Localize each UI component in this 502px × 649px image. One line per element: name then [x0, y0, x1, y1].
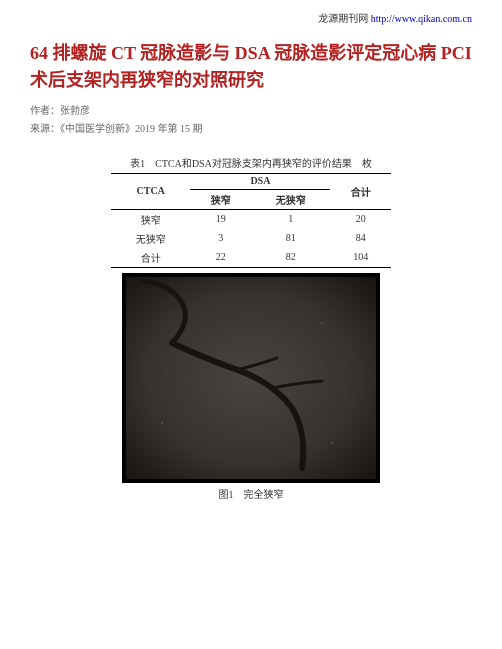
- cell: 合计: [111, 248, 190, 268]
- source-line: 来源：《中国医学创新》2019 年第 15 期: [30, 120, 472, 135]
- cell: 19: [190, 210, 251, 230]
- source-name: 《中国医学创新》2019 年第 15 期: [60, 124, 203, 135]
- row-header: CTCA: [111, 174, 190, 210]
- table-caption: 表1 CTCA和DSA对冠脉支架内再狭窄的评价结果 枚: [111, 155, 391, 170]
- cell: 3: [190, 229, 251, 248]
- header-link: 龙源期刊网 http://www.qikan.com.cn: [318, 10, 472, 25]
- col2-header: 无狭窄: [251, 190, 330, 210]
- author-line: 作者：张勃彦: [30, 102, 472, 117]
- author-prefix: 作者：: [30, 106, 60, 117]
- table-container: 表1 CTCA和DSA对冠脉支架内再狭窄的评价结果 枚 CTCA DSA 合计 …: [111, 155, 391, 268]
- col-group-header: DSA: [190, 174, 330, 190]
- cell: 1: [251, 210, 330, 230]
- cell: 20: [330, 210, 391, 230]
- cell: 84: [330, 229, 391, 248]
- cell: 狭窄: [111, 210, 190, 230]
- cell: 81: [251, 229, 330, 248]
- cell: 无狭窄: [111, 229, 190, 248]
- site-label: 龙源期刊网: [318, 14, 371, 25]
- figure-container: 图1 完全狭窄: [122, 273, 380, 501]
- cell: 104: [330, 248, 391, 268]
- author-name: 张勃彦: [60, 106, 90, 117]
- col1-header: 狭窄: [190, 190, 251, 210]
- figure-caption: 图1 完全狭窄: [122, 486, 380, 501]
- cell: 82: [251, 248, 330, 268]
- total-header: 合计: [330, 174, 391, 210]
- page-content: 64 排螺旋 CT 冠脉造影与 DSA 冠脉造影评定冠心病 PCI 术后支架内再…: [0, 0, 502, 501]
- source-prefix: 来源：: [30, 124, 60, 135]
- cell: 22: [190, 248, 251, 268]
- angiogram-image: [122, 273, 380, 483]
- data-table: CTCA DSA 合计 狭窄 无狭窄 狭窄 19 1 20 无狭窄 3 81 8…: [111, 173, 391, 268]
- article-title: 64 排螺旋 CT 冠脉造影与 DSA 冠脉造影评定冠心病 PCI 术后支架内再…: [30, 40, 472, 94]
- site-url[interactable]: http://www.qikan.com.cn: [371, 14, 472, 25]
